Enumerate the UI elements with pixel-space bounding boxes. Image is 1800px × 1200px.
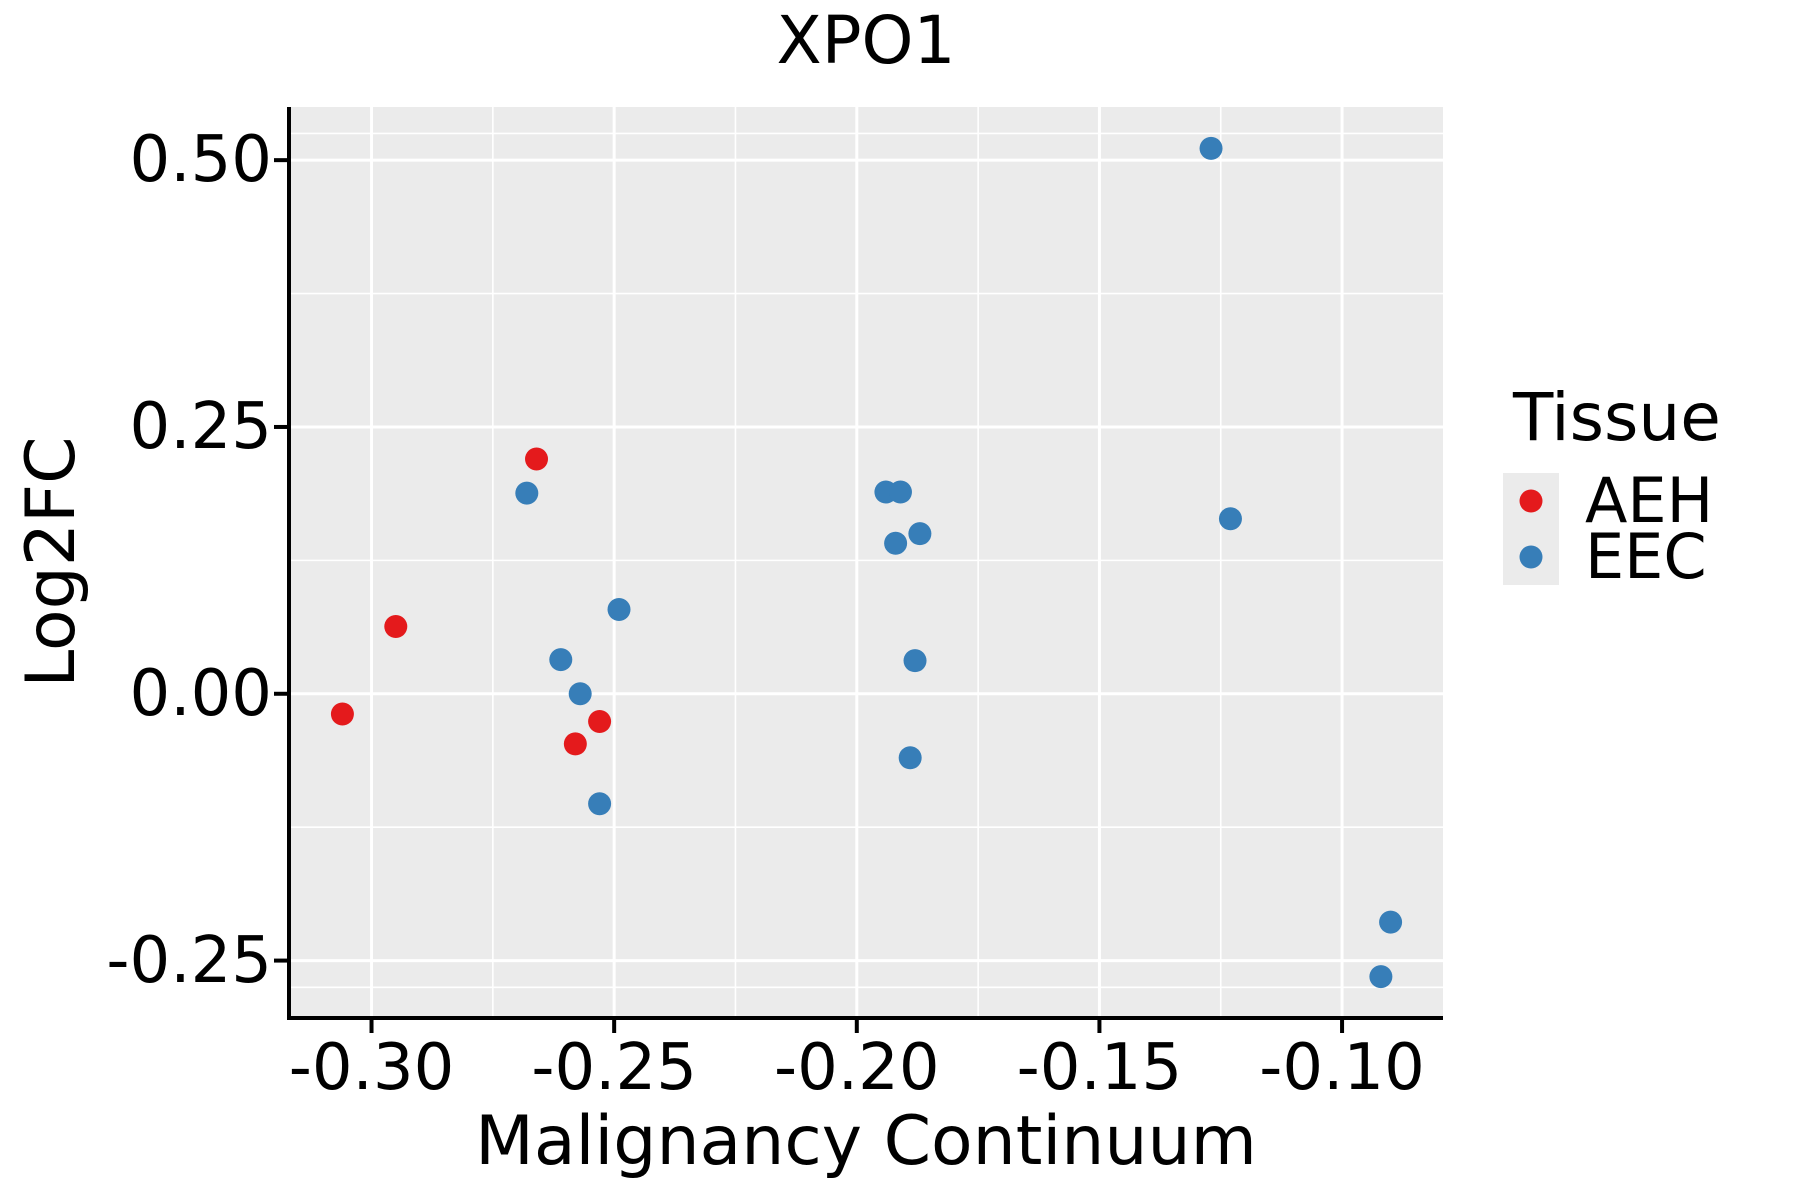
chart-title: XPO1	[776, 2, 956, 79]
y-tick-label: 0.50	[129, 123, 273, 198]
data-point-eec	[549, 648, 573, 672]
legend-key-box	[1503, 473, 1559, 529]
data-point-eec	[888, 480, 912, 504]
x-tick-label: -0.30	[288, 1031, 455, 1105]
data-point-eec	[898, 746, 922, 770]
data-point-eec	[1369, 965, 1393, 989]
data-point-aeh	[384, 615, 408, 639]
eec-point-icon	[1519, 545, 1543, 569]
data-point-eec	[908, 522, 932, 546]
data-point-eec	[515, 481, 539, 505]
x-tick-label: -0.20	[773, 1031, 940, 1105]
x-tick-label: -0.25	[531, 1031, 697, 1105]
legend-key-box	[1503, 529, 1559, 585]
data-point-eec	[884, 531, 908, 555]
y-tick-label: 0.00	[129, 656, 273, 731]
plot-panel	[290, 107, 1443, 1018]
legend-label-aeh: AEH	[1585, 464, 1714, 537]
data-point-eec	[588, 792, 612, 816]
data-point-eec	[1379, 910, 1403, 934]
data-point-aeh	[330, 702, 354, 726]
data-point-aeh	[563, 732, 587, 756]
x-tick-label: -0.15	[1016, 1031, 1183, 1105]
data-point-eec	[607, 597, 631, 621]
data-point-eec	[903, 649, 927, 673]
x-axis-title: Malignancy Continuum	[475, 1102, 1257, 1181]
legend-item-aeh: AEH	[1503, 464, 1714, 537]
data-point-aeh	[588, 710, 612, 734]
legend-title: Tissue	[1513, 379, 1721, 456]
y-tick-label: 0.25	[129, 389, 273, 464]
x-tick-label: -0.10	[1259, 1031, 1425, 1105]
y-tick-label: -0.25	[106, 923, 272, 998]
legend-label-eec: EEC	[1585, 520, 1707, 593]
data-point-aeh	[525, 447, 549, 471]
data-point-eec	[1199, 136, 1223, 160]
legend-items: AEH EEC	[1503, 464, 1714, 593]
legend-item-eec: EEC	[1503, 520, 1713, 593]
y-axis-title: Log2FC	[12, 436, 91, 688]
data-point-eec	[568, 682, 592, 706]
aeh-point-icon	[1519, 489, 1543, 513]
data-point-eec	[1218, 507, 1242, 531]
